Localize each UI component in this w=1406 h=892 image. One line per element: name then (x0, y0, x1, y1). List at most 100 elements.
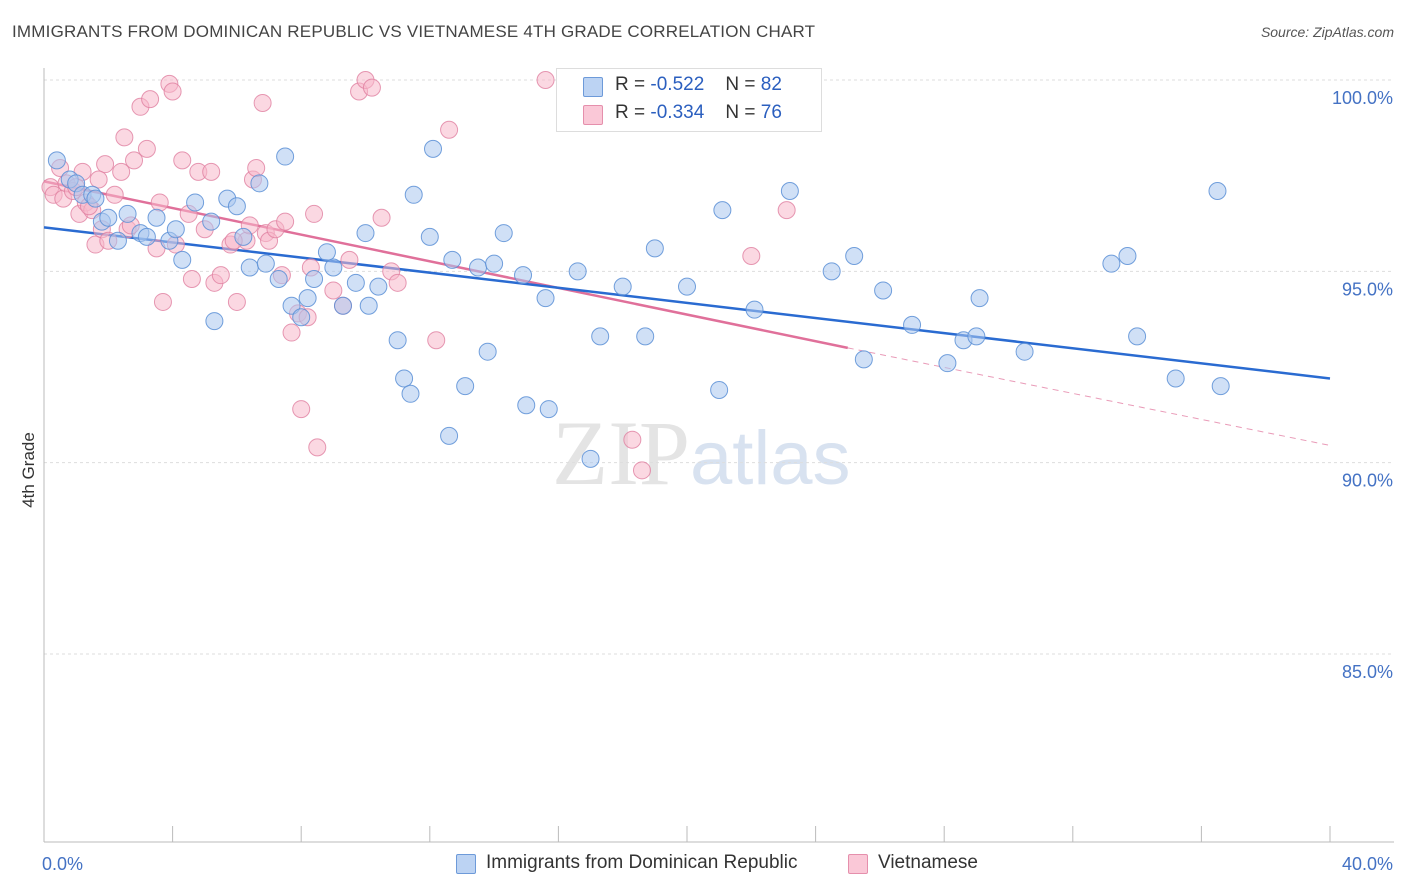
point-dominican-46 (456, 377, 475, 396)
point-vietnamese-47 (292, 400, 311, 419)
point-dominican-41 (404, 185, 423, 204)
point-dominican-80 (1211, 377, 1230, 396)
point-vietnamese-75 (182, 269, 201, 288)
source-label: Source: ZipAtlas.com (1260, 24, 1394, 40)
point-dominican-16 (186, 193, 205, 212)
point-vietnamese-22 (141, 90, 160, 109)
grid-lines (44, 79, 1394, 655)
point-dominican-50 (494, 224, 513, 243)
trend-lines (43, 180, 1331, 446)
point-dominican-42 (420, 227, 439, 246)
point-dominican-48 (478, 342, 497, 361)
point-vietnamese-45 (282, 323, 301, 342)
point-dominican-70 (903, 315, 922, 334)
point-vietnamese-16 (112, 162, 131, 181)
correlation-legend: R = -0.522 N = 82 R = -0.334 N = 76 (556, 68, 822, 132)
legend-r-label: R = (615, 74, 646, 95)
point-vietnamese-60 (388, 273, 407, 292)
point-dominican-62 (713, 201, 732, 220)
point-vietnamese-54 (340, 250, 359, 269)
legend-swatch-vietnamese (583, 105, 603, 125)
point-vietnamese-13 (96, 155, 115, 174)
point-dominican-25 (269, 269, 288, 288)
point-vietnamese-67 (777, 201, 796, 220)
point-vietnamese-52 (324, 281, 343, 300)
point-vietnamese-31 (202, 162, 221, 181)
point-vietnamese-74 (89, 170, 108, 189)
bottom-legend-dominican: Immigrants from Dominican Republic (456, 852, 836, 876)
point-vietnamese-26 (163, 82, 182, 101)
point-dominican-81 (1208, 181, 1227, 200)
point-vietnamese-64 (623, 430, 642, 449)
axes (43, 68, 1394, 843)
point-vietnamese-62 (440, 120, 459, 139)
legend-n-label: N = (725, 74, 756, 95)
point-vietnamese-15 (105, 185, 124, 204)
x-tick-label-1: 40.0% (1342, 854, 1393, 874)
y-axis-title: 4th Grade (19, 432, 38, 508)
legend-n-value-dominican: 82 (760, 74, 782, 95)
point-dominican-38 (388, 331, 407, 350)
point-dominican-71 (938, 354, 957, 373)
point-dominican-15 (173, 250, 192, 269)
point-dominican-60 (645, 239, 664, 258)
point-dominican-59 (636, 327, 655, 346)
point-dominican-44 (440, 426, 459, 445)
point-dominican-40 (401, 384, 420, 403)
point-vietnamese-51 (308, 438, 327, 457)
y-tick-label-2: 90.0% (1342, 471, 1393, 491)
point-dominican-73 (967, 327, 986, 346)
chart-title: IMMIGRANTS FROM DOMINICAN REPUBLIC VS VI… (12, 22, 816, 41)
point-dominican-14 (166, 220, 185, 239)
y-tick-label-1: 95.0% (1342, 279, 1393, 299)
bottom-legend-swatch-vietnamese (848, 854, 868, 874)
point-vietnamese-71 (150, 193, 169, 212)
point-dominican-33 (333, 296, 352, 315)
legend-r-label: R = (615, 102, 646, 123)
point-vietnamese-27 (173, 151, 192, 170)
legend-n-value-vietnamese: 76 (760, 102, 782, 123)
point-dominican-67 (845, 247, 864, 266)
point-dominican-49 (485, 254, 504, 273)
point-dominican-69 (874, 281, 893, 300)
bottom-legend-label-dominican: Immigrants from Dominican Republic (486, 852, 798, 873)
point-dominican-64 (745, 300, 764, 319)
point-dominican-45 (443, 250, 462, 269)
point-dominican-12 (147, 208, 166, 227)
point-dominican-52 (517, 396, 536, 415)
point-dominican-36 (359, 296, 378, 315)
legend-n-label: N = (725, 102, 756, 123)
point-vietnamese-39 (253, 93, 272, 112)
point-dominican-37 (369, 277, 388, 296)
point-dominican-35 (356, 224, 375, 243)
point-dominican-75 (1015, 342, 1034, 361)
watermark-zip: ZIP (552, 402, 690, 504)
point-dominican-32 (324, 258, 343, 277)
point-dominican-28 (292, 308, 311, 327)
point-dominican-20 (227, 197, 246, 216)
series-vietnamese-points (41, 71, 796, 480)
watermark: ZIPatlas (552, 400, 851, 506)
point-dominican-26 (276, 147, 295, 166)
legend-swatch-dominican (583, 77, 603, 97)
point-dominican-24 (256, 254, 275, 273)
point-vietnamese-38 (247, 159, 266, 178)
bottom-legend-vietnamese: Vietnamese (848, 852, 1008, 876)
point-dominican-22 (240, 258, 259, 277)
point-dominican-47 (469, 258, 488, 277)
point-vietnamese-17 (115, 128, 134, 147)
point-vietnamese-24 (153, 292, 172, 311)
tick-labels: 100.0% 95.0% 90.0% 85.0% 0.0% 40.0% (42, 88, 1393, 874)
point-vietnamese-44 (276, 212, 295, 231)
point-vietnamese-33 (211, 266, 230, 285)
legend-r-value-vietnamese: -0.334 (650, 102, 705, 123)
point-dominican-8 (108, 231, 127, 250)
point-dominican-27 (282, 296, 301, 315)
point-vietnamese-19 (125, 151, 144, 170)
point-dominican-65 (780, 181, 799, 200)
bottom-legend-label-vietnamese: Vietnamese (878, 852, 978, 873)
point-dominican-31 (317, 243, 336, 262)
watermark-atlas: atlas (690, 416, 851, 501)
point-dominican-21 (234, 227, 253, 246)
point-dominican-79 (1166, 369, 1185, 388)
